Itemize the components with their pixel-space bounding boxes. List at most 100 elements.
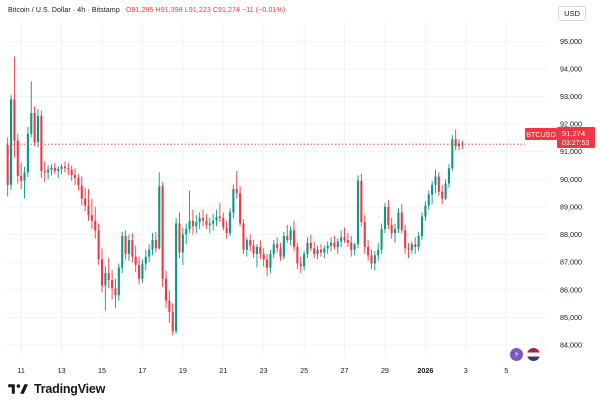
- candle-down: [16, 140, 19, 177]
- candle-up: [451, 139, 454, 169]
- candle-down: [13, 99, 16, 141]
- price-tag: BTCUSD 91,274 03:27:53: [525, 127, 595, 148]
- candle-down: [249, 240, 252, 246]
- grid-lines: [6, 22, 548, 356]
- time-tick-label: 3: [464, 366, 468, 375]
- candle-up: [444, 183, 447, 199]
- candle-down: [309, 242, 312, 249]
- candle-down: [222, 217, 225, 228]
- time-tick-label: 19: [179, 366, 187, 375]
- price-tick-label: 91,000: [560, 147, 582, 156]
- candle-down: [94, 220, 97, 231]
- candle-up: [57, 168, 60, 172]
- tradingview-logo[interactable]: TradingView: [8, 382, 105, 396]
- close-value: C91,274: [212, 7, 241, 14]
- candle-down: [154, 240, 157, 249]
- candle-down: [286, 235, 289, 241]
- candle-up: [141, 263, 144, 279]
- candle-down: [168, 300, 171, 312]
- candle-up: [306, 242, 309, 254]
- currency-button[interactable]: USD: [558, 6, 586, 21]
- time-tick-label: 13: [58, 366, 66, 375]
- candle-down: [333, 242, 336, 247]
- candles: [6, 56, 464, 336]
- candle-up: [420, 216, 424, 236]
- candle-up: [269, 253, 272, 268]
- candle-down: [53, 167, 56, 172]
- candle-down: [319, 249, 322, 253]
- change-value: −11 (−0.01%): [242, 7, 286, 14]
- candle-up: [50, 167, 53, 170]
- candle-down: [390, 224, 393, 234]
- candle-down: [43, 171, 46, 173]
- candle-down: [292, 230, 296, 247]
- candle-down: [400, 212, 403, 231]
- candle-down: [437, 176, 440, 192]
- price-tag-countdown: 03:27:53: [562, 140, 589, 147]
- candle-up: [397, 212, 400, 230]
- candle-down: [404, 230, 407, 249]
- candle-up: [195, 222, 198, 227]
- candle-up: [208, 223, 211, 225]
- candle-down: [90, 215, 93, 221]
- candle-down: [124, 235, 127, 254]
- candle-down: [343, 237, 346, 241]
- time-tick-label: 25: [300, 366, 308, 375]
- candle-down: [407, 248, 410, 250]
- symbol-legend[interactable]: Bitcoin / U.S. Dollar · 4h · Bitstamp O9…: [8, 7, 285, 14]
- candle-down: [239, 193, 242, 224]
- candle-up: [117, 267, 120, 296]
- candle-down: [266, 259, 269, 268]
- candle-up: [104, 273, 107, 286]
- candle-up: [60, 166, 63, 169]
- price-tag-value: 91,274: [562, 129, 585, 138]
- price-axis[interactable]: 84,000 85,000 86,000 87,000 88,000 89,000 90,0…: [560, 37, 582, 350]
- candle-down: [276, 244, 279, 249]
- candle-down: [441, 191, 444, 199]
- candle-down: [74, 175, 77, 178]
- candle-down: [33, 113, 36, 143]
- ticker-tag-bg: [525, 128, 557, 140]
- price-tick-label: 92,000: [560, 120, 582, 129]
- candle-up: [255, 246, 258, 254]
- candle-down: [262, 253, 265, 260]
- candle-up: [303, 253, 306, 267]
- candle-down: [178, 223, 181, 253]
- time-tick-label: 29: [381, 366, 389, 375]
- candle-down: [171, 311, 174, 332]
- us-flag-icon[interactable]: [527, 348, 540, 361]
- candle-down: [191, 220, 194, 227]
- candle-down: [134, 256, 137, 265]
- candle-up: [380, 229, 383, 250]
- candle-down: [242, 223, 245, 250]
- price-tag-bg: [557, 127, 595, 148]
- lightning-icon[interactable]: ⚡: [510, 348, 523, 361]
- candle-down: [360, 180, 363, 223]
- candle-up: [198, 217, 201, 223]
- candle-down: [454, 139, 457, 147]
- candle-up: [356, 180, 360, 245]
- candle-down: [111, 280, 114, 289]
- symbol-title: Bitcoin / U.S. Dollar · 4h · Bitstamp: [8, 7, 120, 14]
- candle-up: [289, 230, 292, 241]
- candle-down: [363, 222, 366, 247]
- candle-down: [205, 220, 208, 225]
- candle-up: [394, 229, 397, 234]
- time-axis[interactable]: 11 13 15 17 19 21 23 25 27 29 2026 3 5: [17, 366, 508, 375]
- candle-up: [353, 244, 356, 250]
- candle-up: [383, 206, 386, 230]
- candle-up: [151, 240, 154, 250]
- brand-name: TradingView: [34, 382, 106, 396]
- time-tick-label: 21: [219, 366, 227, 375]
- time-tick-label: 5: [504, 366, 508, 375]
- session-icons: ⚡: [510, 348, 540, 361]
- candle-down: [218, 216, 221, 218]
- price-tick-label: 93,000: [560, 92, 582, 101]
- candle-up: [282, 235, 285, 257]
- candle-up: [127, 240, 130, 254]
- candle-up: [158, 186, 161, 249]
- candle-up: [434, 176, 437, 185]
- candle-down: [80, 185, 83, 199]
- candle-up: [121, 235, 124, 268]
